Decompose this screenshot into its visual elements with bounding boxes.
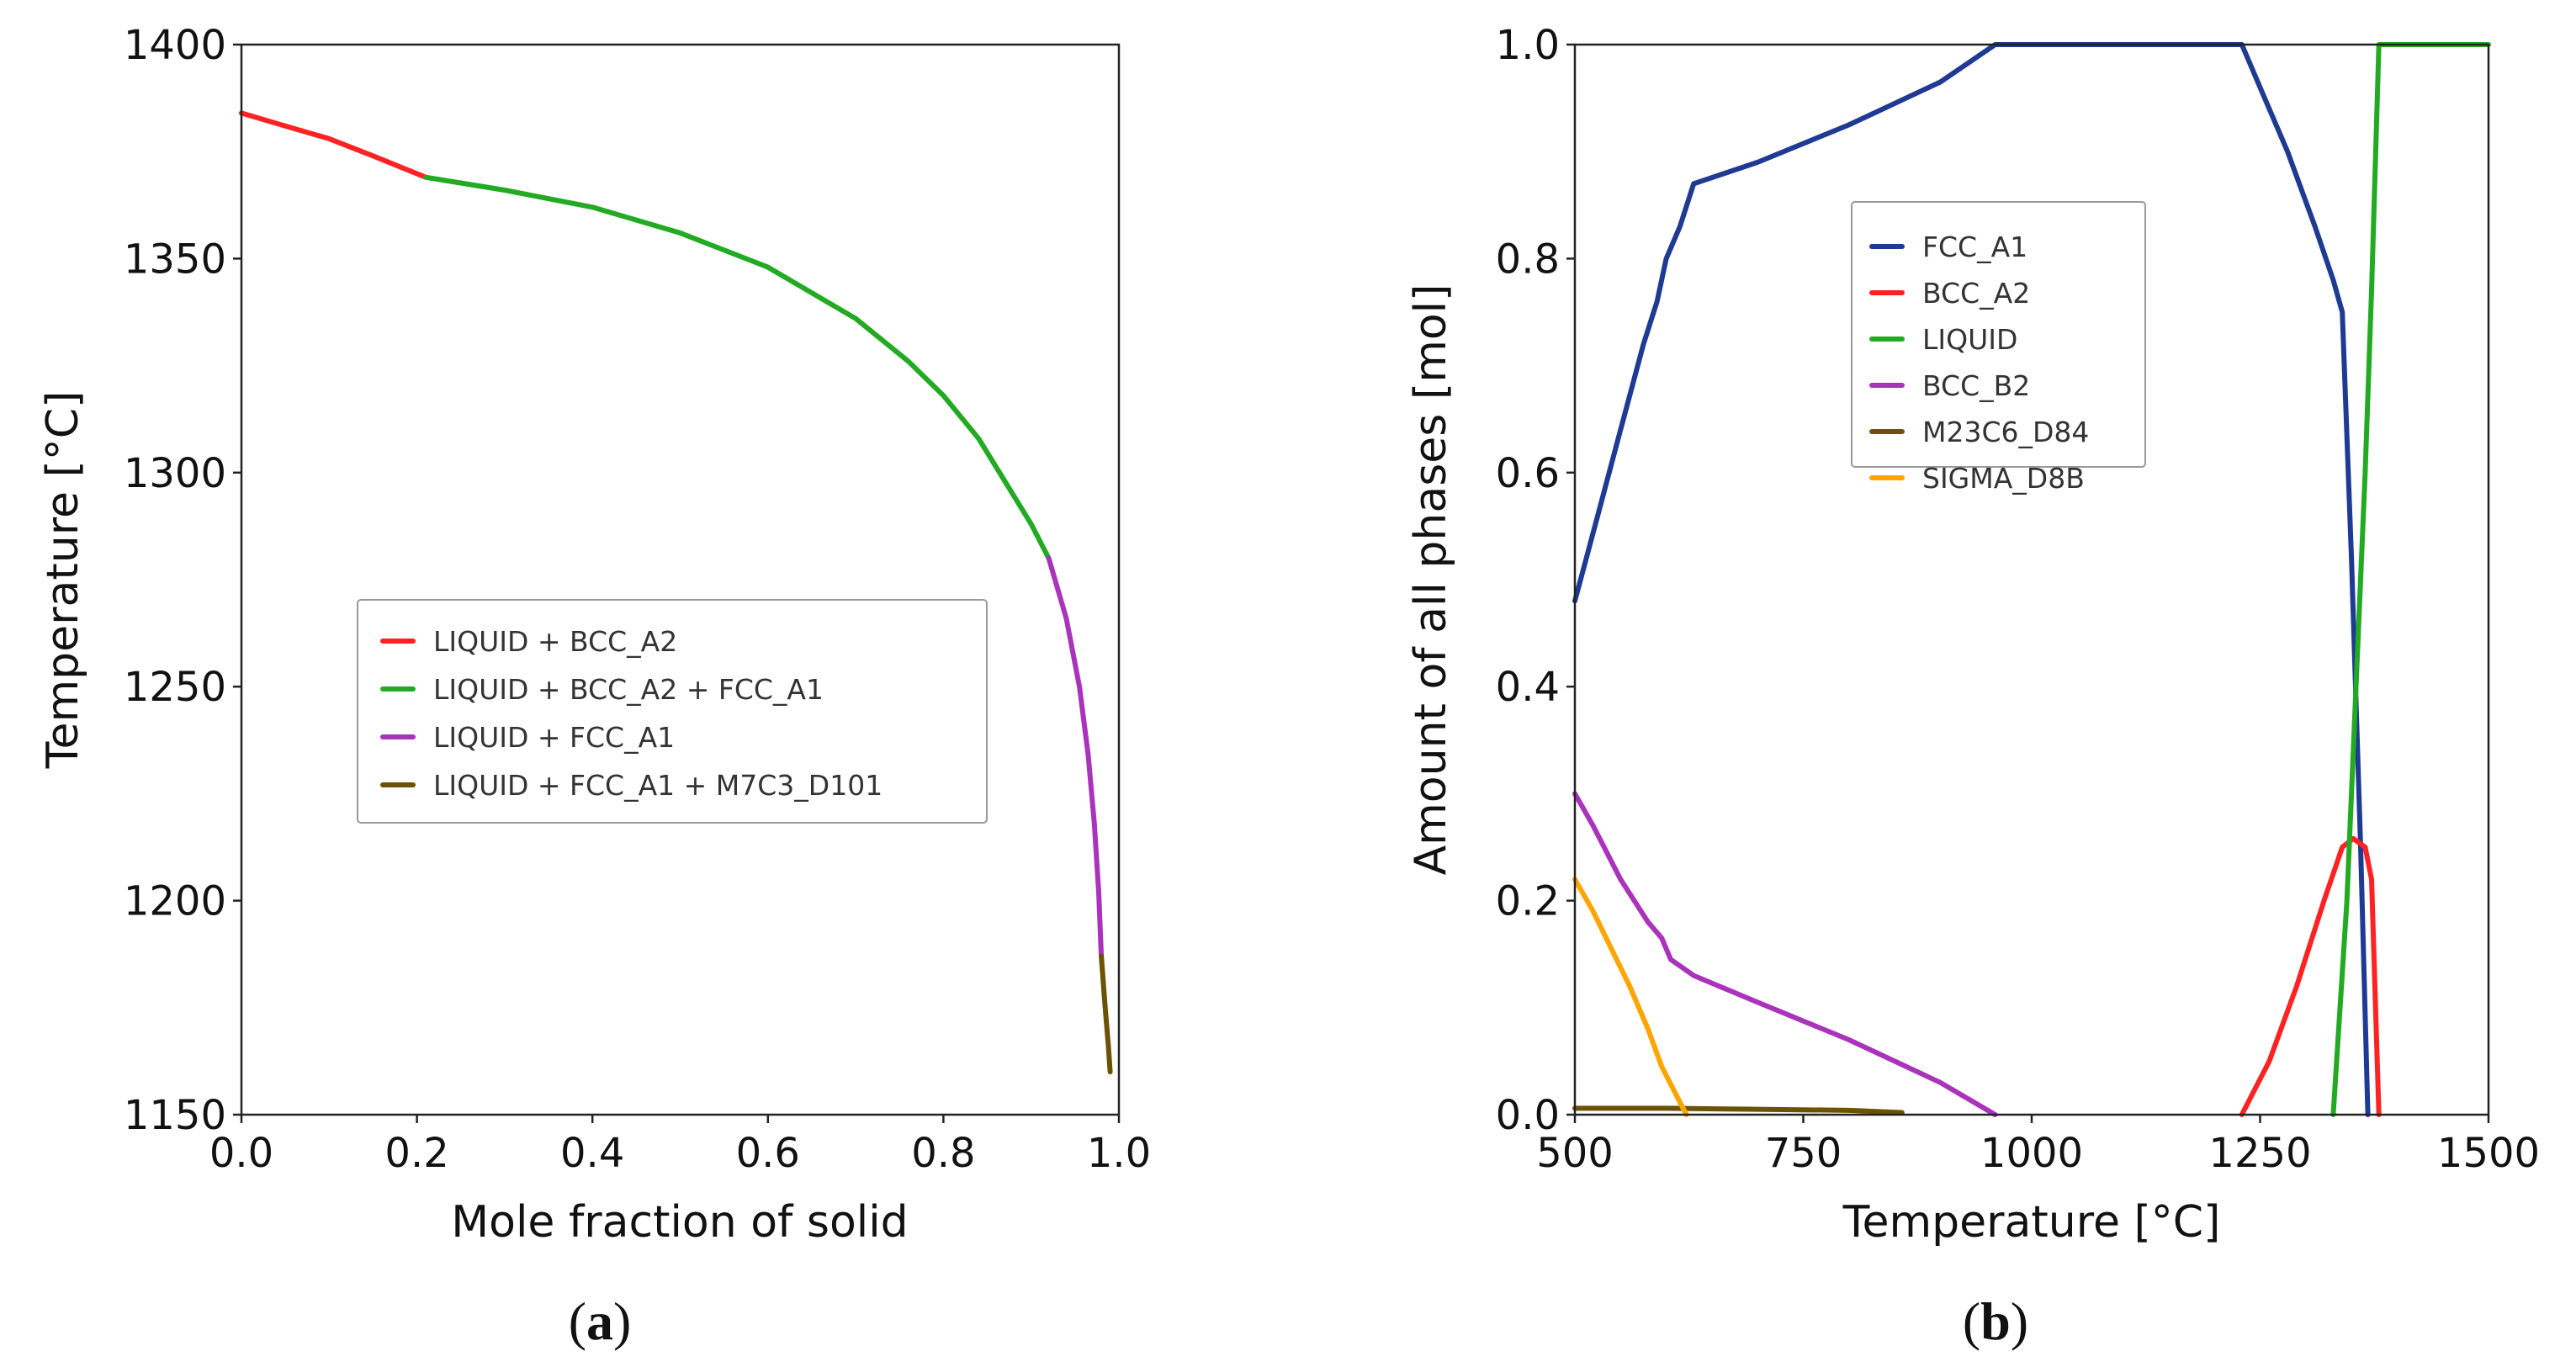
chart-b-xtick-label: 1500 — [2437, 1130, 2540, 1177]
chart-b-legend-label: SIGMA_D8B — [1922, 462, 2085, 495]
chart-b-legend-label: BCC_A2 — [1922, 277, 2030, 310]
chart-a-xtick-label: 0.2 — [384, 1130, 448, 1177]
chart-b-panel-letter: b — [1980, 1291, 2011, 1351]
chart-b-xtick-label: 1000 — [1980, 1130, 2083, 1177]
chart-a-ytick-label: 1300 — [124, 450, 226, 497]
chart-b-xtick-label: 1250 — [2208, 1130, 2311, 1177]
chart-b-ytick-label: 0.6 — [1496, 450, 1560, 497]
chart-a-panel-label: (a) — [569, 1291, 632, 1351]
chart-b-series-line-2 — [2239, 835, 2382, 1117]
chart-a-ytick-label: 1150 — [124, 1092, 226, 1139]
chart-b-series-line-5 — [1572, 1105, 1905, 1116]
chart-a-xlabel: Mole fraction of solid — [451, 1197, 908, 1248]
chart-a-ytick-label: 1200 — [124, 878, 226, 925]
chart-b-ticks: 500 750 1000 1250 1500 0.0 0.2 0.4 0.6 0.8 1.0 — [1496, 22, 2540, 1177]
chart-a-ticks: 0.0 0.2 0.4 0.6 0.8 1.0 1150 1200 1250 1300 1350 14… — [124, 22, 1151, 1177]
chart-b-ytick-label: 1.0 — [1496, 22, 1560, 69]
chart-a: 0.0 0.2 0.4 0.6 0.8 1.0 1150 1200 1250 1300 1350 14… — [38, 22, 1151, 1351]
chart-b-legend-label: BCC_B2 — [1922, 369, 2030, 402]
chart-a-ytick-label: 1400 — [124, 22, 226, 69]
chart-b-series-lines — [1572, 42, 2491, 1117]
chart-b-legend-box — [1851, 201, 2146, 468]
chart-b-xtick-label: 500 — [1536, 1130, 1614, 1177]
chart-b-panel-label: (b) — [1963, 1291, 2028, 1351]
chart-a-legend-label: LIQUID + FCC_A1 + M7C3_D101 — [433, 769, 883, 802]
chart-b-legend-label: FCC_A1 — [1922, 231, 2027, 263]
chart-b-legend-label: LIQUID — [1922, 323, 2017, 356]
chart-a-legend-label: LIQUID + BCC_A2 + FCC_A1 — [433, 673, 824, 706]
chart-a-xtick-label: 1.0 — [1087, 1130, 1151, 1177]
chart-b-xlabel: Temperature [°C] — [1842, 1197, 2221, 1248]
chart-a-series-line-4 — [1099, 953, 1113, 1075]
chart-a-legend: LIQUID + BCC_A2 LIQUID + BCC_A2 + FCC_A1 L… — [357, 599, 988, 824]
chart-a-series-line-3 — [1046, 555, 1105, 959]
chart-a-ytick-label: 1250 — [124, 664, 226, 711]
chart-a-series-lines — [239, 110, 1113, 1075]
chart-b-series-line-6 — [1572, 877, 1689, 1117]
chart-a-legend-label: LIQUID + FCC_A1 — [433, 721, 675, 754]
chart-b-ytick-label: 0.0 — [1496, 1092, 1560, 1139]
chart-b-ytick-label: 0.4 — [1496, 664, 1560, 711]
chart-a-legend-box — [357, 599, 988, 824]
chart-a-plot-frame — [240, 43, 1121, 1116]
chart-b-series-line-4 — [1572, 791, 1998, 1117]
chart-b-series-line-1 — [1572, 42, 2371, 1117]
chart-a-series-line-1 — [239, 110, 428, 180]
chart-b-xtick-label: 750 — [1765, 1130, 1842, 1177]
chart-b-ytick-label: 0.2 — [1496, 878, 1560, 925]
chart-b: 500 750 1000 1250 1500 0.0 0.2 0.4 0.6 0.8 1.0 Tem… — [1406, 22, 2540, 1351]
chart-a-xtick-label: 0.4 — [560, 1130, 624, 1177]
chart-a-xtick-label: 0.8 — [911, 1130, 975, 1177]
chart-a-ytick-label: 1350 — [124, 236, 226, 283]
chart-b-ylabel: Amount of all phases [mol] — [1406, 284, 1456, 876]
chart-b-series-line-3 — [2330, 42, 2491, 1117]
chart-a-xtick-label: 0.6 — [736, 1130, 800, 1177]
chart-a-series-line-2 — [423, 174, 1052, 561]
chart-a-ylabel: Temperature [°C] — [38, 391, 88, 770]
chart-a-xtick-label: 0.0 — [209, 1130, 273, 1177]
chart-b-legend-label: M23C6_D84 — [1922, 416, 2089, 448]
chart-b-legend: FCC_A1 BCC_A2 LIQUID BCC_B2 M23C6_D84 SIGMA_D… — [1851, 201, 2146, 495]
chart-a-legend-label: LIQUID + BCC_A2 — [433, 625, 677, 658]
chart-b-ytick-label: 0.8 — [1496, 236, 1560, 283]
chart-a-panel-letter: a — [586, 1291, 613, 1351]
